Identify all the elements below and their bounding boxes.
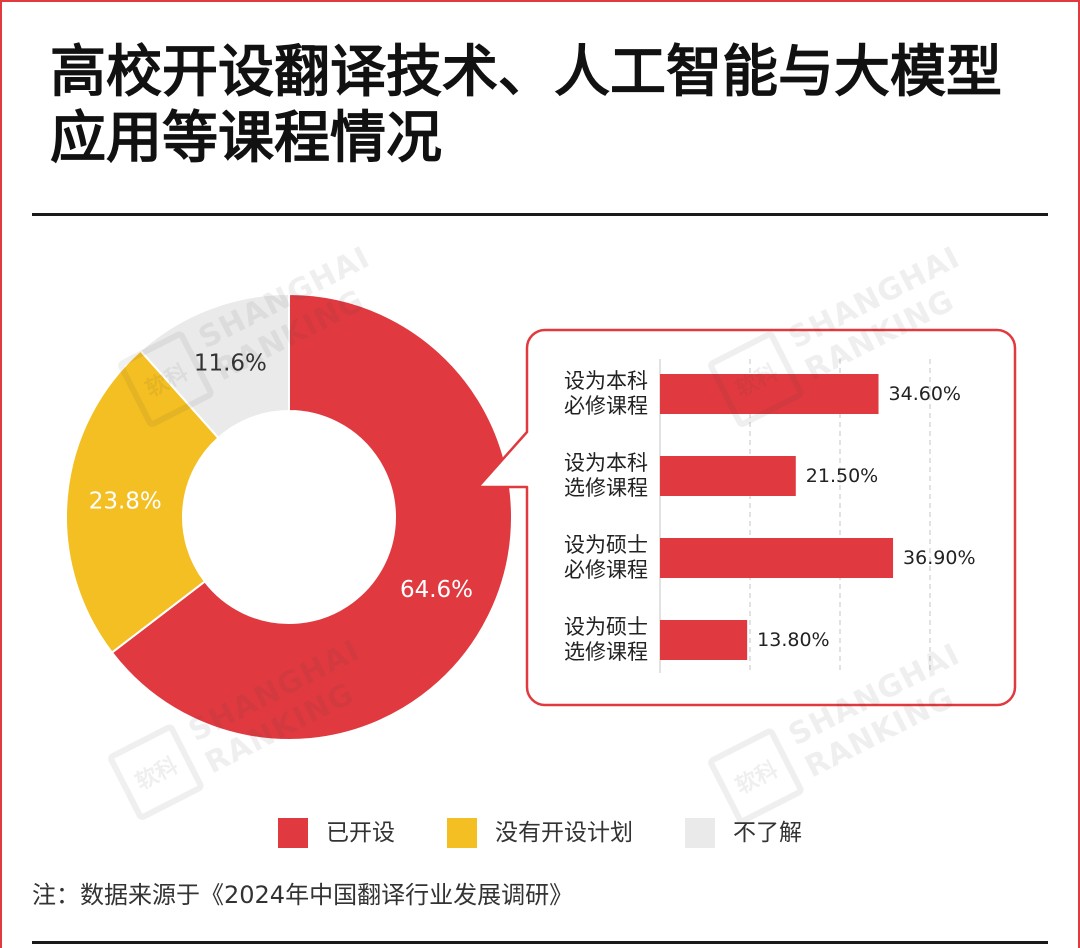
legend-swatch-unknown	[685, 818, 715, 848]
donut-slice-label-1: 64.6%	[400, 577, 473, 603]
bar-chart: 34.60% 21.50% 36.90% 13.80%	[659, 359, 976, 673]
bar-4	[660, 620, 748, 660]
bar-value-label-1: 34.60%	[889, 383, 961, 405]
donut-labels: 64.6% 23.8% 11.6%	[89, 350, 473, 603]
legend-item-unknown: 不了解	[685, 818, 802, 848]
bar-1	[660, 374, 879, 414]
bars	[660, 374, 894, 660]
bar-3	[660, 538, 894, 578]
legend-swatch-no-plan	[447, 818, 477, 848]
legend-item-opened: 已开设	[278, 818, 395, 848]
legend-item-no-plan: 没有开设计划	[447, 818, 633, 848]
donut-slice-3	[139, 292, 290, 440]
page-title: 高校开设翻译技术、人工智能与大模型应用等课程情况	[50, 40, 1002, 171]
bar-value-labels: 34.60% 21.50% 36.90% 13.80%	[757, 383, 975, 651]
bar-value-label-3: 36.90%	[903, 547, 975, 569]
bottom-divider	[32, 941, 1048, 944]
donut-slice-label-3: 11.6%	[194, 350, 267, 376]
source-note: 注：数据来源于《2024年中国翻译行业发展调研》	[32, 881, 574, 909]
legend-label-unknown: 不了解	[733, 820, 802, 846]
bar-value-label-2: 21.50%	[806, 465, 878, 487]
legend-label-opened: 已开设	[326, 820, 395, 846]
bar-gridlines	[749, 359, 931, 673]
donut-slices	[65, 292, 513, 741]
bar-value-label-4: 13.80%	[757, 629, 829, 651]
legend-swatch-opened	[278, 818, 308, 848]
title-divider	[32, 213, 1048, 216]
donut-slice-label-2: 23.8%	[89, 489, 162, 515]
legend: 已开设 没有开设计划 不了解	[0, 816, 1080, 850]
callout-box	[476, 328, 1017, 707]
donut-chart: 64.6% 23.8% 11.6%	[65, 292, 513, 741]
bar-2	[660, 456, 796, 496]
donut-slice-1	[110, 292, 513, 741]
legend-label-no-plan: 没有开设计划	[495, 820, 633, 846]
donut-slice-2	[65, 349, 220, 654]
